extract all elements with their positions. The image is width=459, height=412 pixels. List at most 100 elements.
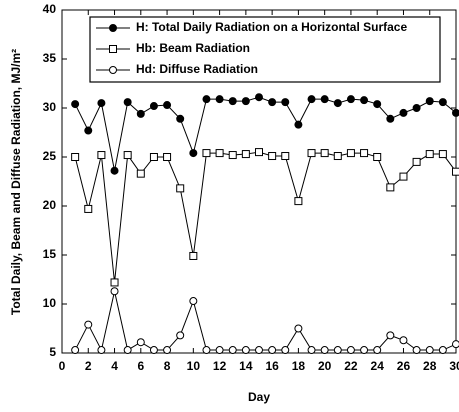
data-point xyxy=(71,153,80,161)
data-point xyxy=(386,114,395,123)
data-point xyxy=(163,101,172,110)
series-line xyxy=(74,96,457,171)
x-tick-label: 28 xyxy=(423,359,437,373)
data-point xyxy=(320,95,329,104)
data-point xyxy=(281,346,290,355)
data-point xyxy=(228,346,237,355)
data-point xyxy=(386,183,395,192)
y-tick-label: 5 xyxy=(49,345,56,359)
data-point xyxy=(399,336,408,345)
data-point xyxy=(294,324,303,333)
data-point xyxy=(255,93,263,102)
data-point xyxy=(202,95,211,104)
data-point xyxy=(202,346,211,355)
data-point xyxy=(412,104,421,112)
x-tick-label: 14 xyxy=(239,359,253,373)
data-point xyxy=(241,150,250,159)
series-line xyxy=(74,291,457,352)
data-point xyxy=(71,100,80,109)
data-point xyxy=(215,346,224,355)
data-point xyxy=(97,99,106,108)
data-point xyxy=(346,95,355,104)
x-tick-label: 2 xyxy=(85,359,92,373)
data-point xyxy=(425,346,434,355)
data-point xyxy=(438,98,447,107)
data-point xyxy=(255,148,263,157)
x-tick-label: 22 xyxy=(344,359,358,373)
data-point xyxy=(241,346,250,355)
data-point xyxy=(268,98,277,107)
data-point xyxy=(136,109,145,118)
data-point xyxy=(136,338,145,347)
data-point xyxy=(71,346,80,355)
x-tick-label: 4 xyxy=(111,359,118,373)
data-point xyxy=(307,149,316,158)
data-point xyxy=(228,97,237,106)
legend-marker xyxy=(109,24,117,32)
data-point xyxy=(84,126,93,135)
data-point xyxy=(123,98,132,107)
data-point xyxy=(425,97,434,106)
data-point xyxy=(360,346,369,355)
legend-box xyxy=(89,16,441,83)
data-point xyxy=(294,197,303,206)
data-point xyxy=(307,346,316,355)
data-point xyxy=(228,151,237,160)
data-point xyxy=(176,184,185,193)
data-point xyxy=(215,95,224,104)
x-tick-label: 10 xyxy=(187,359,201,373)
y-tick-label: 15 xyxy=(43,247,57,261)
x-tick-label: 12 xyxy=(213,359,227,373)
data-point xyxy=(163,346,172,355)
data-point xyxy=(149,102,158,111)
data-point xyxy=(399,172,408,181)
data-point xyxy=(399,108,408,117)
data-point xyxy=(202,149,211,158)
x-tick-label: 18 xyxy=(292,359,306,373)
y-tick-label: 35 xyxy=(43,51,57,65)
y-tick-label: 40 xyxy=(43,2,57,16)
legend-marker xyxy=(109,66,117,74)
data-point xyxy=(360,149,369,158)
data-point xyxy=(149,153,158,161)
data-point xyxy=(176,114,185,123)
data-point xyxy=(320,149,329,158)
data-point xyxy=(320,346,329,355)
data-point xyxy=(373,346,382,355)
data-point xyxy=(425,150,434,159)
series-line xyxy=(74,151,457,283)
y-tick-label: 10 xyxy=(43,296,57,310)
x-tick-label: 6 xyxy=(137,359,144,373)
data-point xyxy=(84,320,93,329)
data-point xyxy=(189,297,198,306)
data-point xyxy=(333,152,342,161)
data-point xyxy=(136,169,145,178)
x-tick-label: 0 xyxy=(59,359,66,373)
data-point xyxy=(281,152,290,161)
data-point xyxy=(163,153,172,161)
data-point xyxy=(438,346,447,355)
legend-marker xyxy=(109,45,117,53)
data-point xyxy=(97,151,106,160)
data-point xyxy=(438,150,447,159)
data-point xyxy=(215,149,224,158)
data-point xyxy=(149,346,158,355)
data-point xyxy=(268,346,277,355)
data-point xyxy=(452,340,459,349)
x-tick-label: 16 xyxy=(265,359,279,373)
x-tick-label: 20 xyxy=(318,359,332,373)
data-point xyxy=(346,149,355,158)
data-point xyxy=(189,149,198,158)
data-point xyxy=(307,95,316,104)
data-point xyxy=(189,251,198,260)
y-tick-label: 20 xyxy=(43,198,57,212)
legend-label: Hb: Beam Radiation xyxy=(136,41,250,55)
data-point xyxy=(255,346,263,355)
data-point xyxy=(412,157,421,166)
legend-label: Hd: Diffuse Radiation xyxy=(136,62,258,76)
x-tick-label: 30 xyxy=(449,359,459,373)
data-point xyxy=(386,331,395,340)
data-point xyxy=(123,151,132,160)
y-tick-label: 30 xyxy=(43,100,57,114)
